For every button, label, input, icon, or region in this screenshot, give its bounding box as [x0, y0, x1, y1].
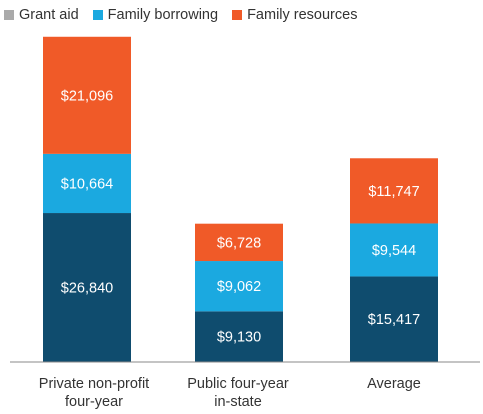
bar-segment-family-borrowing: [195, 261, 283, 312]
bars-group: [43, 36, 438, 362]
data-label: $15,417: [368, 312, 420, 328]
data-label: $21,096: [61, 88, 113, 104]
x-tick-label-line: Public four-year: [187, 376, 289, 392]
data-label: $9,544: [372, 243, 416, 259]
bar-segment-grant-aid: [43, 213, 131, 362]
x-tick-label-line: Average: [367, 376, 421, 392]
x-tick-label-line: four-year: [64, 394, 124, 410]
legend-swatch: [232, 10, 243, 20]
legend-item-family-borrowing: Family borrowing: [92, 7, 219, 23]
x-tick-label-line: Private non-profit: [38, 376, 150, 392]
data-label: $9,130: [217, 330, 261, 346]
data-label: $9,062: [217, 279, 261, 295]
data-labels-group: $26,840 $10,664 $21,096 $9,130 $9,062 $6,728 $…: [61, 88, 420, 345]
legend: Grant aid Family borrowing Family resour…: [4, 7, 371, 23]
bar-segment-grant-aid: [195, 311, 283, 362]
data-label: $6,728: [217, 235, 261, 251]
legend-label: Family borrowing: [107, 7, 219, 23]
legend-label: Grant aid: [19, 7, 79, 23]
x-tick-label-line: in-state: [214, 394, 262, 410]
bar-segment-family-resources: [195, 223, 283, 262]
data-label: $10,664: [61, 176, 113, 192]
bar-segment-family-resources: [350, 158, 438, 224]
legend-item-family-resources: Family resources: [232, 7, 357, 23]
bar-segment-family-borrowing: [350, 223, 438, 277]
bar-segment-family-borrowing: [43, 153, 131, 214]
legend-label: Family resources: [247, 7, 358, 23]
legend-item-grant-aid: Grant aid: [4, 7, 79, 23]
x-tick-label: Private non-profit four-year: [14, 375, 174, 411]
x-tick-label: Public four-year in-state: [158, 375, 318, 411]
legend-swatch: [4, 10, 14, 20]
data-label: $26,840: [61, 281, 113, 297]
legend-swatch: [92, 10, 103, 20]
bar-segment-grant-aid: [350, 276, 438, 362]
x-tick-label: Average: [314, 375, 474, 393]
data-label: $11,747: [368, 184, 419, 200]
bar-segment-family-resources: [43, 36, 131, 154]
